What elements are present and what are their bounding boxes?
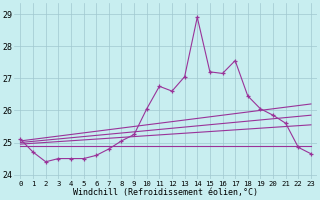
- X-axis label: Windchill (Refroidissement éolien,°C): Windchill (Refroidissement éolien,°C): [73, 188, 258, 197]
